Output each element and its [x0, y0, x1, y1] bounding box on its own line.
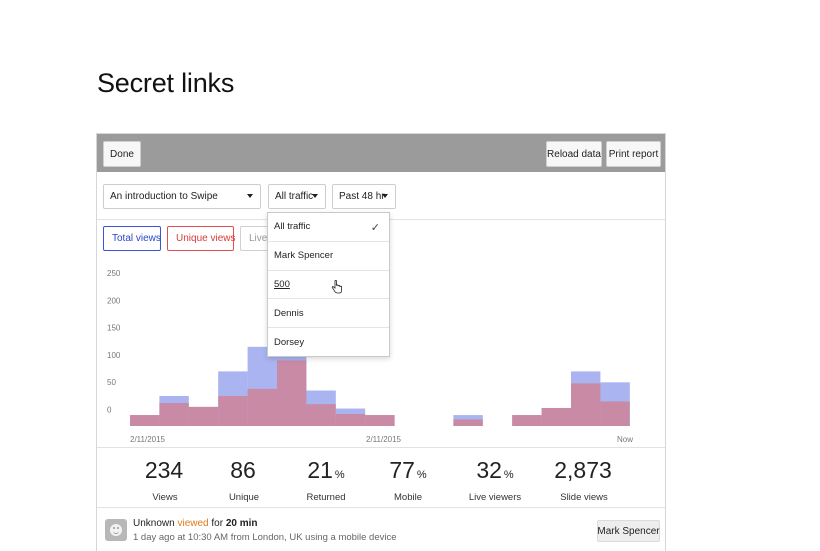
traffic-select[interactable]: All traffic — [268, 184, 326, 209]
stat-unique: 86 Unique — [199, 454, 289, 503]
y-tick-label: 200 — [107, 296, 121, 305]
stat-label: Live viewers — [468, 492, 522, 503]
stat-unit: % — [416, 469, 427, 481]
check-icon: ✓ — [370, 222, 380, 234]
bar-unique-views — [159, 403, 189, 426]
reload-data-button[interactable]: Reload data — [546, 141, 602, 167]
stat-returned: 21% Returned — [281, 454, 371, 503]
stat-label: Returned — [306, 492, 346, 503]
stat-slide-views: 2,873 Slide views — [539, 454, 629, 503]
bar-unique-views — [277, 360, 307, 426]
chevron-down-icon — [382, 194, 388, 198]
stat-value: 32 — [476, 457, 502, 483]
bar-unique-views — [218, 395, 248, 426]
print-report-button[interactable]: Print report — [606, 141, 661, 167]
hand-cursor-icon — [331, 280, 342, 294]
period-select-value: Past 48 hr — [339, 191, 385, 202]
smiley-icon — [110, 524, 122, 536]
dropdown-item-mark-spencer[interactable]: Mark Spencer — [268, 242, 389, 271]
dropdown-item-label: Dorsey — [274, 337, 305, 349]
bar-unique-views — [541, 407, 571, 426]
bar-unique-views — [571, 383, 601, 426]
views-chart: 250 200 150 100 50 0 2/11/2015 2/11/2015 Now — [97, 262, 665, 447]
analytics-panel: Done Reload data Print report An introdu… — [96, 133, 666, 551]
tab-unique-views[interactable]: Unique views — [167, 226, 235, 251]
stat-unit: % — [503, 469, 514, 481]
visitor-name: Unknown — [133, 518, 175, 529]
bar-unique-views — [512, 415, 542, 426]
period-select[interactable]: Past 48 hr — [332, 184, 396, 209]
stat-live-viewers: 32% Live viewers — [450, 454, 540, 503]
stat-value: 86 — [230, 457, 256, 483]
person-tag-button[interactable]: Mark Spencer — [597, 520, 660, 542]
view-duration: 20 min — [225, 518, 258, 529]
viewed-word: viewed — [177, 518, 209, 529]
dropdown-item-500[interactable]: 500 — [268, 271, 389, 300]
y-tick-label: 0 — [107, 406, 112, 415]
dropdown-item-label: All traffic — [274, 221, 311, 233]
y-tick-label: 100 — [107, 351, 121, 360]
bar-unique-views — [306, 404, 336, 426]
dropdown-item-all-traffic[interactable]: All traffic ✓ — [268, 213, 389, 242]
dropdown-item-label: 500 — [274, 278, 290, 290]
stat-mobile: 77% Mobile — [363, 454, 453, 503]
for-word: for — [211, 518, 224, 529]
stat-label: Slide views — [560, 492, 608, 503]
x-tick-label: 2/11/2015 — [366, 435, 402, 444]
stat-label: Mobile — [394, 492, 422, 503]
document-select-value: An introduction to Swipe — [110, 191, 218, 202]
done-button[interactable]: Done — [103, 141, 141, 167]
stat-unit: % — [334, 469, 345, 481]
stat-label: Views — [152, 492, 178, 503]
traffic-dropdown-menu: All traffic ✓ Mark Spencer 500 Dennis Do… — [267, 212, 390, 357]
stat-value: 21 — [307, 457, 333, 483]
tab-total-views[interactable]: Total views — [103, 226, 161, 251]
bar-unique-views — [335, 413, 366, 426]
bar-unique-views — [130, 415, 160, 426]
stat-value: 234 — [144, 457, 184, 483]
bar-unique-views — [600, 401, 630, 426]
divider — [97, 507, 665, 508]
activity-detail: 1 day ago at 10:30 AM from London, UK us… — [133, 532, 397, 543]
stat-label: Unique — [228, 492, 260, 503]
bar-unique-views — [453, 419, 483, 426]
dropdown-item-label: Mark Spencer — [274, 250, 334, 262]
divider — [97, 447, 665, 448]
traffic-select-value: All traffic — [275, 191, 314, 202]
dropdown-item-label: Dennis — [274, 307, 304, 319]
activity-summary: Unknown viewed for 20 min — [133, 518, 258, 529]
x-tick-label: 2/11/2015 — [130, 435, 166, 444]
y-tick-label: 250 — [107, 269, 121, 278]
y-tick-label: 50 — [107, 378, 116, 387]
stat-views: 234 Views — [120, 454, 210, 503]
x-tick-label: Now — [617, 435, 633, 444]
bar-unique-views — [365, 415, 395, 426]
chevron-down-icon — [247, 194, 253, 198]
document-select[interactable]: An introduction to Swipe — [103, 184, 261, 209]
stat-value: 77 — [389, 457, 415, 483]
dropdown-item-dennis[interactable]: Dennis — [268, 299, 389, 329]
avatar — [105, 519, 127, 541]
toolbar: Done Reload data Print report — [97, 134, 665, 172]
stat-value: 2,873 — [554, 457, 612, 483]
bar-unique-views — [188, 406, 219, 426]
dropdown-item-dorsey[interactable]: Dorsey — [268, 328, 389, 357]
page-title: Secret links — [97, 68, 235, 98]
chevron-down-icon — [312, 194, 318, 198]
y-tick-label: 150 — [107, 324, 121, 333]
bar-unique-views — [247, 388, 277, 426]
